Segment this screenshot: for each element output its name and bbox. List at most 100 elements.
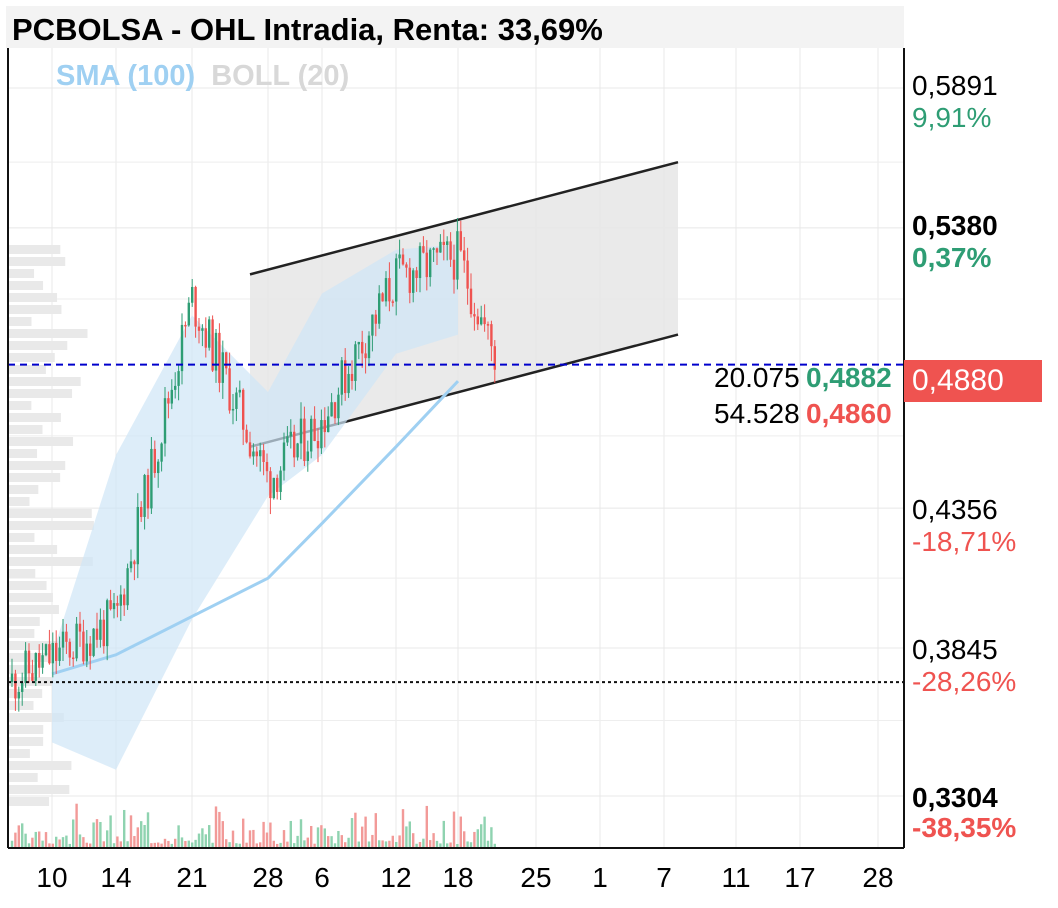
volume-bar [92,822,95,848]
volume-bar [446,843,449,848]
candle-body [463,250,466,261]
x-tick-label: 7 [656,862,672,893]
volume-bar [473,831,476,848]
candle-body [55,642,58,661]
candle-body [204,328,207,348]
volume-bar [102,841,105,848]
volume-profile-bar [8,341,68,350]
trend-channel-upper [249,160,679,276]
volume-bar [167,840,170,848]
candle-body [296,443,299,458]
candle-body [119,594,122,606]
candle-body [367,335,371,359]
volume-bar [418,842,422,848]
volume-bar [490,827,493,848]
candle-body [34,653,37,681]
volume-bar [235,843,238,848]
candle-body [61,631,65,648]
volume-bar [112,843,116,848]
volume-bar [449,842,452,848]
candle-body [405,264,408,268]
volume-bar [279,842,282,848]
volume-profile-bar [8,449,38,458]
candle-body [330,402,333,417]
volume-bar [78,834,82,848]
volume-bar [68,843,71,848]
candle-body [371,314,374,336]
x-tick-label: 1 [592,862,608,893]
volume-profile-bar [8,725,44,734]
volume-profile-bar [8,689,43,698]
volume-bar [38,831,41,848]
candle-body [384,278,388,302]
candle-body [293,431,296,458]
candle-body [401,254,405,265]
volume-bar [320,825,323,848]
volume-bar [160,843,163,848]
volume-bar [204,834,207,848]
volume-profile-bar [8,437,74,446]
boll-legend[interactable]: BOLL (20) [211,60,350,92]
volume-bar [347,837,350,848]
candle-body [340,360,343,395]
volume-bar [109,815,112,848]
candle-body [17,691,20,699]
volume-bar [95,819,99,848]
volume-bar [401,809,405,848]
candle-body [476,316,479,325]
candle-body [242,389,245,430]
volume-bar [82,837,85,848]
candle-body [374,314,377,324]
volume-bar [242,818,245,848]
candle-body [112,603,116,610]
volume-profile-bar [8,473,61,482]
candle-body [170,389,173,404]
x-tick-label: 28 [252,862,284,893]
sma-legend[interactable]: SMA (100) [56,60,196,92]
volume-bar [177,825,180,848]
volume-bar [75,803,78,848]
volume-bar [252,829,255,848]
volume-bar [72,819,75,848]
bid-price: 0,4882 [806,362,892,393]
candle-body [466,260,469,289]
candle-body [262,450,265,462]
volume-profile-bar [8,785,70,794]
volume-bar [225,839,228,848]
x-tick-label: 14 [100,862,132,893]
indicator-legend: SMA (100) BOLL (20) [56,60,349,93]
candle-body [449,241,452,260]
volume-bar [27,843,31,848]
candle-body [316,441,320,449]
volume-bar [184,840,187,848]
candle-body [65,631,68,642]
volume-bar [140,821,143,848]
volume-bar [313,843,316,848]
volume-profile-bar [8,641,75,650]
candle-body [174,385,177,390]
candle-body [157,461,160,474]
x-tick-label: 10 [36,862,68,893]
candle-body [354,344,357,381]
volume-profile-bar [8,269,35,278]
candle-body [469,288,473,315]
volume-bar [157,842,160,848]
candle-body [221,352,224,383]
candle-body [361,341,364,354]
volume-bar [272,840,275,848]
volume-bar [269,822,272,848]
volume-bar [187,840,190,848]
candle-body [225,352,228,369]
volume-profile-bar [8,389,73,398]
candle-body [136,507,139,565]
volume-bar [486,840,490,848]
volume-bar [469,842,473,848]
volume-bar [303,840,306,848]
candle-body [473,314,476,317]
candle-body [425,252,428,278]
candle-body [412,270,415,293]
candle-body [191,286,194,303]
candle-body [418,246,422,279]
candle-body [276,477,279,492]
